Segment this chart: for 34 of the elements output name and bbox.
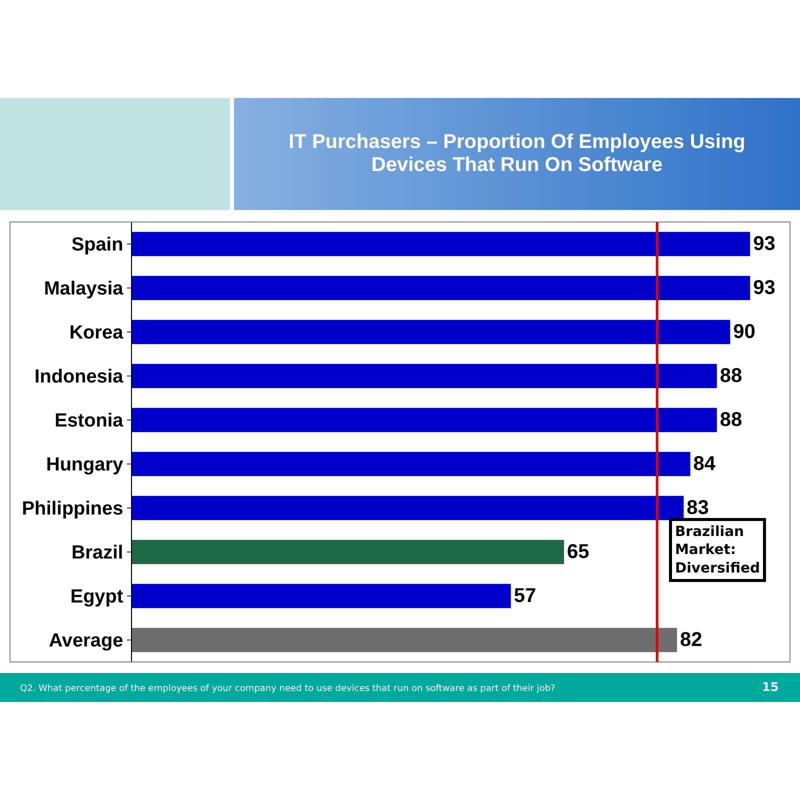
y-tick-label: Malaysia — [44, 278, 124, 300]
y-tick-label: Average — [48, 630, 124, 652]
data-label: 93 — [753, 233, 776, 255]
data-label: 88 — [720, 409, 742, 431]
data-label: 88 — [720, 365, 742, 387]
data-label: 82 — [680, 629, 702, 651]
data-label: 57 — [514, 585, 536, 607]
data-label: 93 — [753, 277, 776, 299]
bar — [132, 452, 690, 476]
data-label: 90 — [733, 321, 756, 343]
y-tick-label: Indonesia — [34, 366, 124, 388]
y-tick-label: Spain — [71, 234, 124, 256]
data-label: 83 — [686, 497, 709, 519]
bar — [132, 364, 717, 388]
chart-title: IT Purchasers – Proportion Of Employees Using Devices That Run On Software — [288, 130, 746, 178]
y-tick-label: Egypt — [70, 586, 124, 608]
bar — [132, 540, 564, 564]
bar — [132, 496, 684, 520]
bar — [132, 408, 717, 432]
data-label: 84 — [693, 453, 716, 475]
text: 15 — [762, 680, 779, 694]
bar — [132, 628, 678, 652]
y-tick-label: Hungary — [46, 454, 124, 476]
y-tick-label: Estonia — [54, 410, 124, 432]
annotation: Brazilian Market: Diversified — [675, 524, 760, 576]
text: Q2. What percentage of the employees of your company need to use devices that run on software as part of their job? — [20, 684, 556, 694]
bar — [132, 584, 511, 608]
bar — [132, 320, 730, 344]
y-tick-label: Philippines — [22, 498, 124, 520]
bar — [132, 232, 750, 256]
y-tick-label: Brazil — [71, 542, 124, 564]
y-tick-label: Korea — [69, 322, 124, 344]
bar — [132, 276, 750, 300]
data-label: 65 — [567, 541, 590, 563]
